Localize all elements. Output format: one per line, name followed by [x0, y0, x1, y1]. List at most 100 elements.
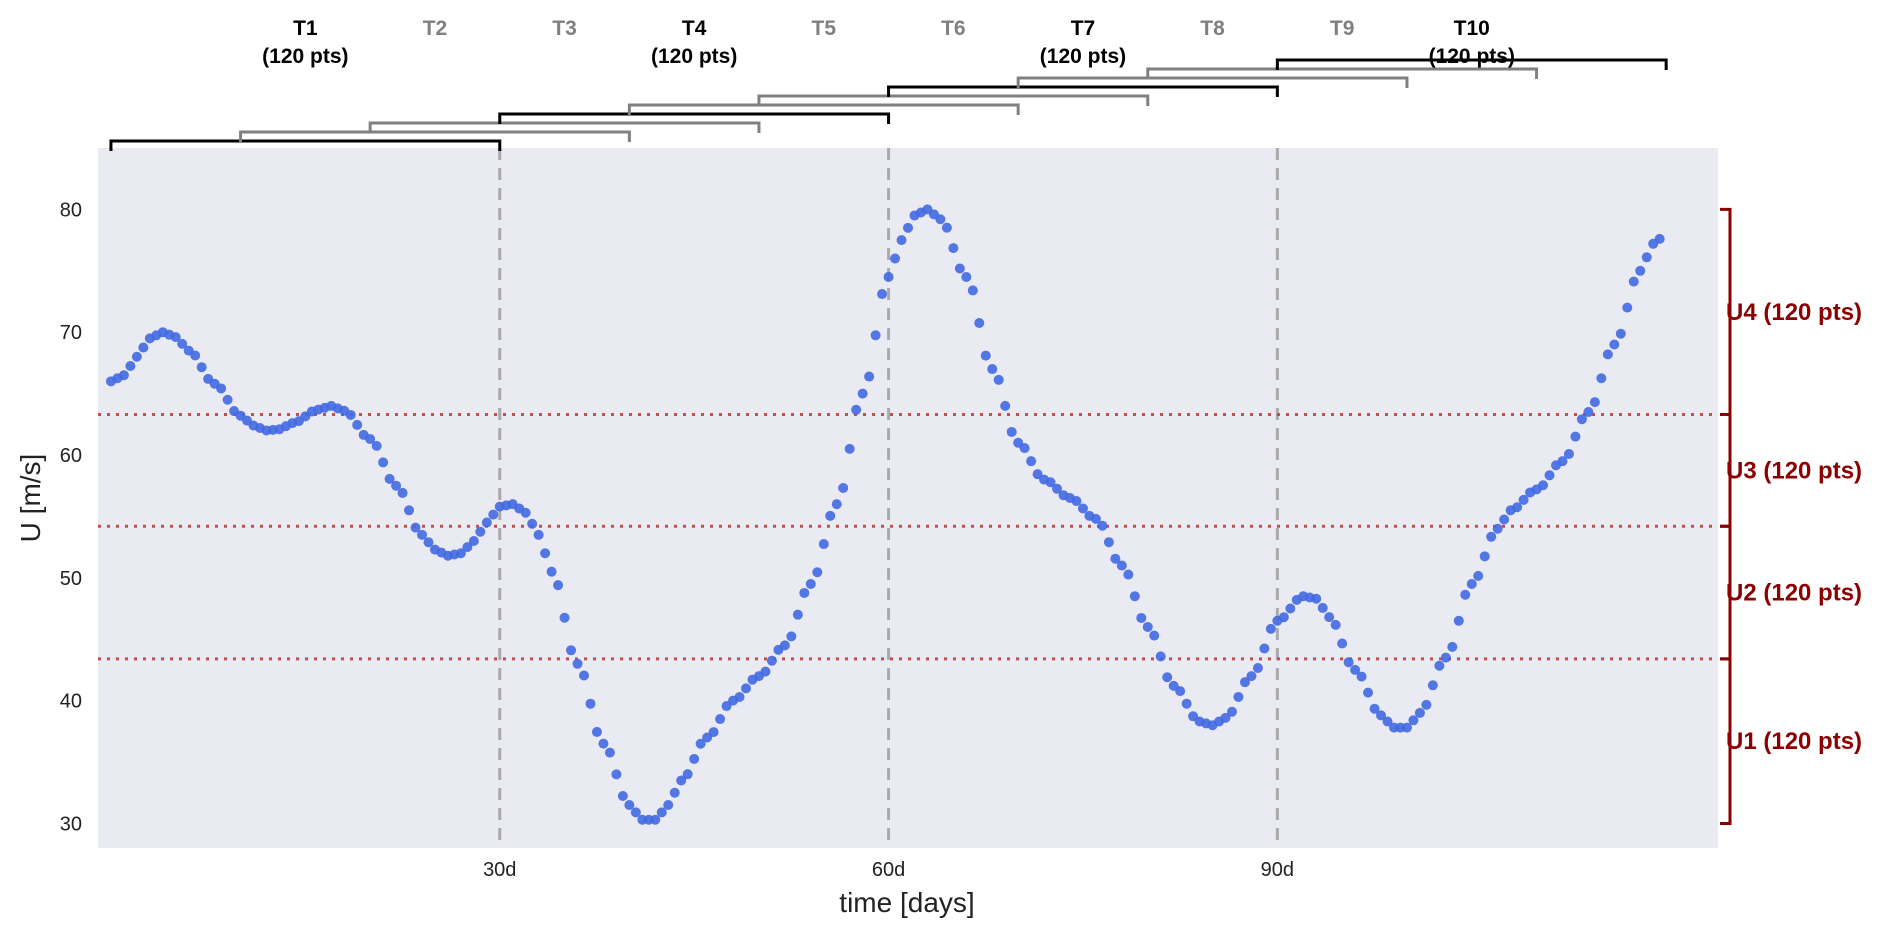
data-point: [1473, 570, 1484, 581]
data-point: [1019, 443, 1030, 454]
data-point: [825, 510, 836, 521]
data-point: [903, 222, 913, 233]
data-point: [365, 434, 376, 445]
data-point: [993, 374, 1004, 385]
data-point: [190, 350, 201, 361]
time-segment-bracket: [627, 103, 1020, 115]
y-tick-label: 80: [60, 199, 82, 221]
data-point: [708, 727, 719, 738]
data-point: [1492, 523, 1503, 534]
data-point: [391, 480, 402, 491]
data-point: [468, 535, 479, 546]
time-segment-label: T8: [1200, 17, 1225, 40]
data-point: [222, 394, 233, 405]
time-segment-label: T9: [1330, 17, 1355, 40]
data-point: [1149, 630, 1160, 641]
x-axis-title: time [days]: [839, 887, 974, 918]
data-point: [980, 350, 991, 361]
data-point: [663, 800, 674, 811]
data-point: [1337, 638, 1348, 649]
data-point: [527, 518, 538, 529]
value-segment-label: U4 (120 pts): [1726, 299, 1862, 326]
y-tick-label: 50: [60, 568, 82, 590]
data-point: [1175, 686, 1186, 697]
value-segment-label: U3 (120 pts): [1726, 457, 1862, 484]
data-point: [579, 670, 589, 681]
data-point: [1227, 706, 1237, 717]
data-point: [1369, 703, 1380, 714]
data-point: [1486, 531, 1497, 542]
data-point: [559, 612, 570, 623]
data-point: [1311, 593, 1322, 604]
data-point: [741, 683, 751, 694]
data-point: [948, 243, 959, 254]
data-point: [1239, 677, 1250, 688]
data-point: [838, 482, 849, 493]
data-point: [462, 542, 473, 553]
data-point: [844, 443, 855, 454]
data-point: [520, 507, 531, 518]
data-point: [1447, 641, 1458, 652]
data-point: [689, 753, 700, 764]
time-segment-label: T1: [293, 17, 318, 40]
data-series: [105, 204, 1665, 825]
time-segment-sublabel: (120 pts): [651, 45, 737, 68]
data-point: [1376, 710, 1387, 721]
time-segment-label: T10: [1454, 17, 1490, 40]
data-point: [1479, 551, 1490, 562]
plot-area: [98, 148, 1718, 848]
data-point: [345, 409, 356, 420]
time-segment-bracket: [1016, 76, 1409, 88]
data-point: [598, 738, 609, 749]
data-point: [857, 388, 868, 399]
data-point: [870, 330, 881, 341]
data-point: [546, 566, 557, 577]
data-point: [954, 263, 965, 274]
data-point: [1570, 431, 1581, 442]
data-point: [1116, 560, 1127, 571]
data-point: [1563, 448, 1574, 459]
value-segment-bracket: [1720, 207, 1732, 416]
data-point: [553, 580, 564, 591]
data-point: [1136, 612, 1147, 623]
data-point: [1382, 716, 1393, 727]
data-point: [805, 578, 816, 589]
data-point: [404, 505, 415, 516]
time-segment-bracket: [757, 94, 1150, 106]
data-point: [1343, 657, 1354, 668]
data-point: [533, 529, 544, 540]
data-point: [1278, 612, 1289, 623]
data-point: [695, 738, 706, 749]
data-point: [1576, 414, 1587, 425]
data-point: [1077, 503, 1088, 514]
time-segment-label: T7: [1071, 17, 1096, 40]
time-segment-label: T4: [682, 17, 707, 40]
data-point: [1440, 652, 1451, 663]
data-point: [378, 457, 389, 468]
data-point: [1421, 699, 1432, 710]
data-point: [216, 383, 227, 394]
data-point: [1460, 589, 1471, 600]
data-point: [1466, 578, 1477, 589]
data-point: [974, 318, 985, 328]
data-point: [792, 609, 803, 620]
data-point: [1596, 373, 1607, 384]
data-point: [896, 235, 907, 246]
data-point: [488, 509, 499, 520]
data-point: [170, 332, 181, 343]
data-point: [410, 522, 421, 533]
time-segment-label: T5: [812, 17, 837, 40]
time-segment-bracket: [239, 130, 631, 142]
data-point: [715, 714, 726, 725]
data-point: [1628, 276, 1639, 287]
data-point: [1363, 687, 1374, 698]
data-point: [1142, 621, 1153, 632]
data-point: [1615, 328, 1626, 339]
time-segment-bracket: [498, 112, 891, 124]
y-tick-label: 60: [60, 445, 82, 467]
data-point: [617, 791, 628, 802]
data-point: [1045, 477, 1056, 488]
data-point: [1427, 680, 1438, 691]
data-point: [1123, 569, 1134, 580]
data-point: [1324, 612, 1335, 623]
